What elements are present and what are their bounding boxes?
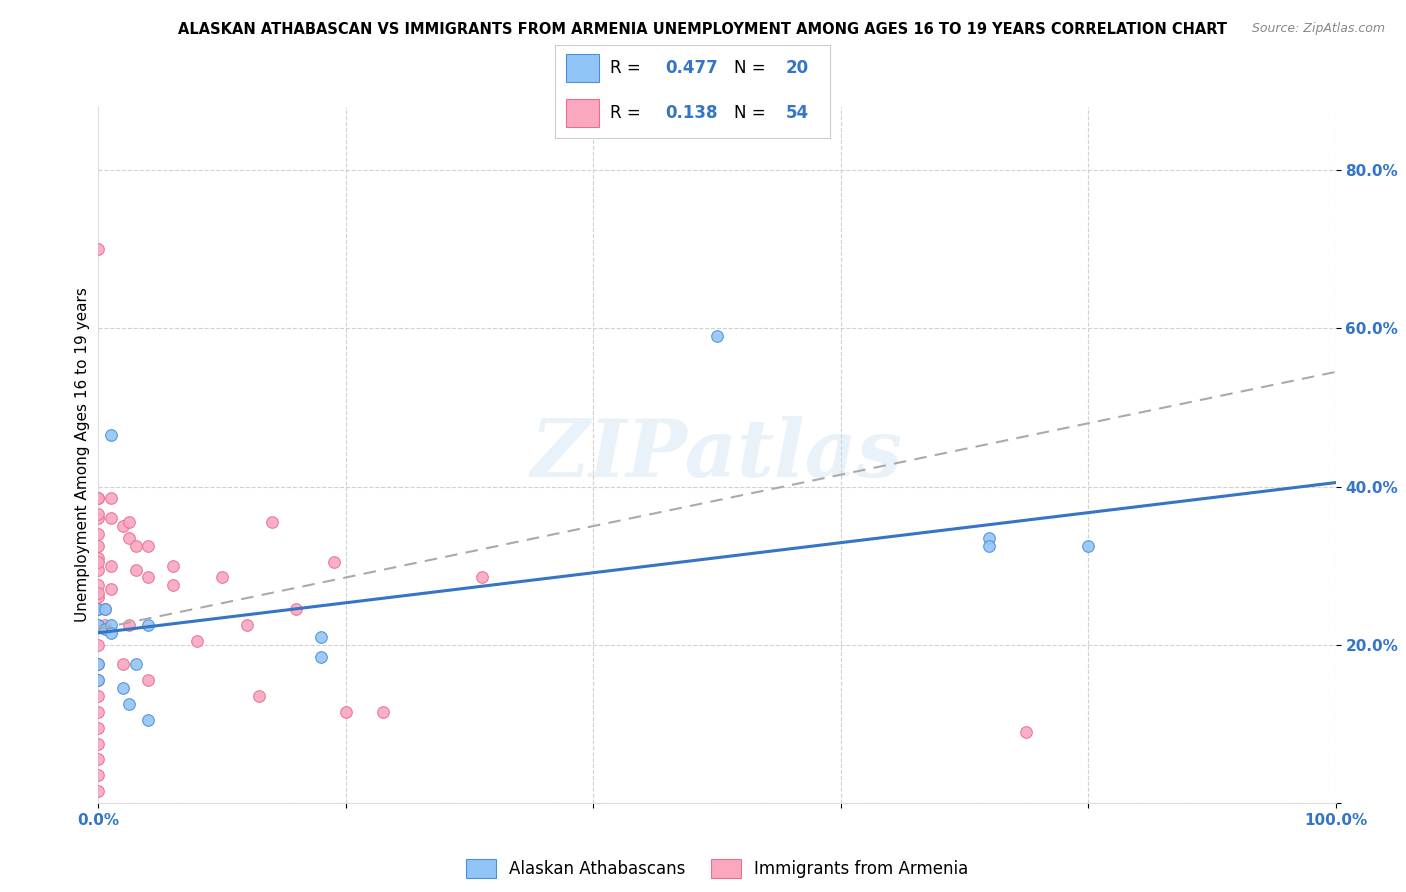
Point [112, 681, 135, 695]
Point [124, 563, 146, 577]
Point [87, 602, 110, 616]
Point [706, 329, 728, 343]
Point [309, 649, 332, 664]
Point [100, 618, 122, 632]
Point [87, 591, 110, 605]
Point [87, 784, 110, 798]
Point [87, 673, 110, 688]
Point [112, 519, 135, 533]
Point [87, 705, 110, 719]
Point [87, 491, 110, 506]
Text: 0.477: 0.477 [665, 59, 718, 77]
Point [87, 527, 110, 541]
Point [118, 618, 141, 632]
Point [118, 515, 141, 529]
Text: 54: 54 [786, 104, 808, 122]
Point [87, 638, 110, 652]
Point [124, 539, 146, 553]
Point [87, 602, 110, 616]
Point [118, 697, 141, 711]
Point [87, 721, 110, 735]
Point [309, 630, 332, 644]
Text: ALASKAN ATHABASCAN VS IMMIGRANTS FROM ARMENIA UNEMPLOYMENT AMONG AGES 16 TO 19 Y: ALASKAN ATHABASCAN VS IMMIGRANTS FROM AR… [179, 22, 1227, 37]
Point [100, 625, 122, 640]
Point [93, 602, 115, 616]
Point [87, 563, 110, 577]
Text: R =: R = [610, 59, 641, 77]
Text: 20: 20 [786, 59, 808, 77]
Point [100, 428, 122, 442]
Point [979, 539, 1001, 553]
Point [100, 582, 122, 597]
Point [87, 507, 110, 521]
Point [93, 602, 115, 616]
Point [124, 657, 146, 672]
Point [260, 515, 283, 529]
Text: N =: N = [734, 104, 765, 122]
Point [100, 558, 122, 573]
Point [162, 578, 184, 592]
Point [100, 491, 122, 506]
Point [1015, 724, 1038, 739]
Point [1077, 539, 1099, 553]
Point [87, 752, 110, 766]
Point [247, 689, 270, 703]
Point [285, 602, 308, 616]
FancyBboxPatch shape [567, 54, 599, 82]
Point [471, 570, 494, 584]
Point [87, 539, 110, 553]
Text: R =: R = [610, 104, 641, 122]
Point [136, 539, 159, 553]
Point [335, 705, 357, 719]
Point [93, 622, 115, 636]
Point [87, 491, 110, 506]
Point [118, 531, 141, 545]
Point [87, 768, 110, 782]
Point [87, 511, 110, 525]
Point [162, 558, 184, 573]
Point [87, 657, 110, 672]
Y-axis label: Unemployment Among Ages 16 to 19 years: Unemployment Among Ages 16 to 19 years [75, 287, 90, 623]
Point [87, 243, 110, 257]
Point [87, 550, 110, 565]
Text: Source: ZipAtlas.com: Source: ZipAtlas.com [1251, 22, 1385, 36]
Point [87, 737, 110, 751]
Point [136, 673, 159, 688]
Point [93, 618, 115, 632]
Point [236, 618, 259, 632]
Point [112, 657, 135, 672]
Point [100, 511, 122, 525]
Point [87, 555, 110, 569]
FancyBboxPatch shape [567, 99, 599, 127]
Point [87, 586, 110, 600]
Point [979, 531, 1001, 545]
Point [87, 618, 110, 632]
Point [87, 618, 110, 632]
Point [87, 689, 110, 703]
Point [186, 633, 208, 648]
Point [87, 657, 110, 672]
Point [371, 705, 394, 719]
Point [322, 555, 344, 569]
Text: N =: N = [734, 59, 765, 77]
Point [211, 570, 233, 584]
Text: 0.138: 0.138 [665, 104, 717, 122]
Point [87, 578, 110, 592]
Point [136, 570, 159, 584]
Legend: Alaskan Athabascans, Immigrants from Armenia: Alaskan Athabascans, Immigrants from Arm… [460, 853, 974, 885]
Point [136, 618, 159, 632]
Point [136, 713, 159, 727]
Point [87, 673, 110, 688]
Text: ZIPatlas: ZIPatlas [531, 417, 903, 493]
